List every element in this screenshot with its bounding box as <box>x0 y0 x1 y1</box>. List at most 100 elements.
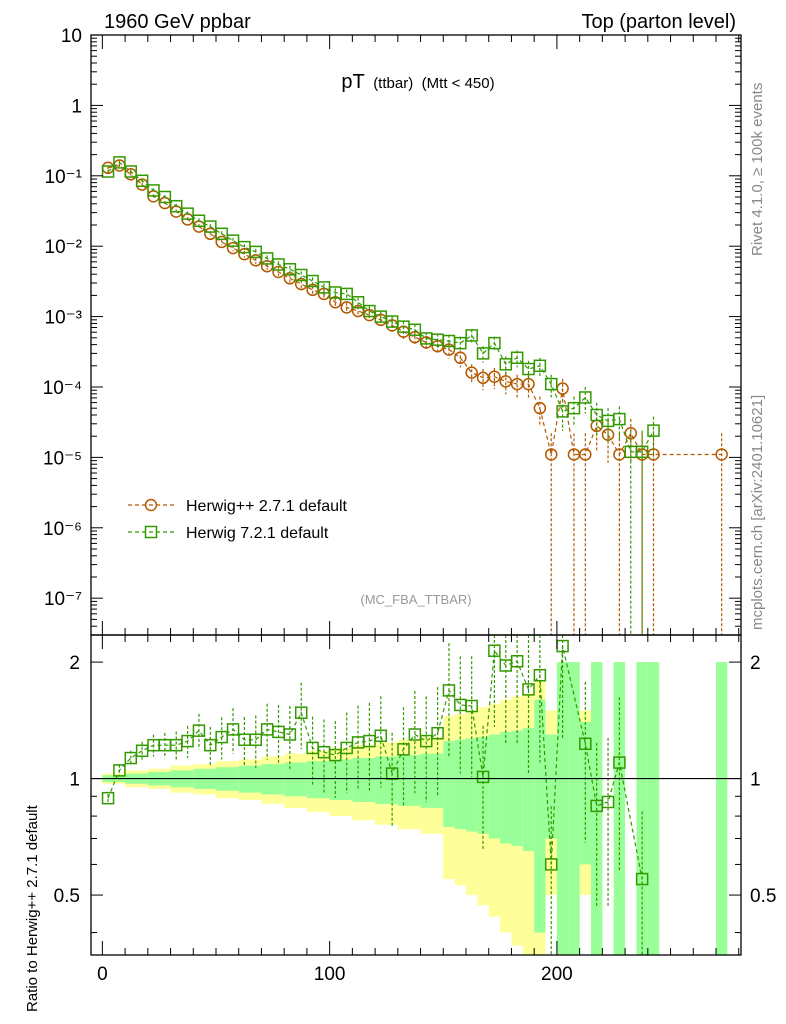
mcplots-label: mcplots.cern.ch [arXiv:2401.10621] <box>749 395 766 630</box>
ratio-point <box>613 756 626 769</box>
y-tick-label: 10⁻⁵ <box>43 448 82 469</box>
header-right: Top (parton level) <box>581 11 736 33</box>
point-herwig7 <box>408 323 422 337</box>
band-green-bin <box>454 739 466 830</box>
y-tick-label: 10⁻² <box>45 237 83 258</box>
point-herwigpp <box>544 448 558 461</box>
ratio-point <box>249 733 263 746</box>
band-green-bin <box>636 662 648 955</box>
ratio-point <box>374 729 388 743</box>
ratio-tick-label-right: 2 <box>750 653 761 674</box>
ratio-point <box>192 724 206 737</box>
x-tick-label: 200 <box>541 964 573 985</box>
point-herwig7 <box>181 207 194 220</box>
band-green-bin <box>284 762 307 797</box>
point-herwigpp <box>488 370 501 383</box>
legend: Herwig++ 2.7.1 default Herwig 7.2.1 defa… <box>128 498 348 542</box>
y-tick-label: 10⁻¹ <box>45 167 83 188</box>
band-green-bin <box>466 738 478 832</box>
ratio-band-layer <box>102 662 728 955</box>
header-left: 1960 GeV ppbar <box>104 11 251 33</box>
band-green-bin <box>397 755 421 806</box>
ratio-series-layer <box>101 635 649 955</box>
series-line-1 <box>107 161 655 453</box>
band-green-bin <box>420 753 444 808</box>
ratio-point <box>635 872 649 886</box>
y-tick-label: 10⁻⁶ <box>43 519 82 540</box>
y-tick-label: 10⁻³ <box>45 308 83 329</box>
ratio-point <box>181 734 194 748</box>
ratio-tick-label-left: 2 <box>69 653 80 674</box>
band-green-bin <box>488 734 501 839</box>
point-herwig7 <box>113 156 126 169</box>
band-green-bin <box>522 728 535 851</box>
y-tick-label: 10⁻⁷ <box>44 589 82 610</box>
point-herwig7 <box>533 359 547 373</box>
ratio-frame <box>90 634 742 956</box>
point-herwig7 <box>249 245 263 259</box>
ratio-tick-label-right: 0.5 <box>750 886 776 907</box>
point-herwig7 <box>101 165 115 178</box>
point-herwig7 <box>488 336 501 350</box>
x-tick-label: 0 <box>97 964 108 985</box>
ratio-ylabel: Ratio to Herwig++ 2.7.1 default <box>24 804 41 1012</box>
x-tick-label: 100 <box>314 964 346 985</box>
band-green-bin <box>329 759 353 801</box>
ratio-point <box>329 748 342 762</box>
band-green-bin <box>375 756 398 804</box>
point-herwigpp <box>579 448 592 461</box>
ratio-point <box>579 737 592 751</box>
point-herwig7 <box>567 401 581 415</box>
point-herwig7 <box>306 274 319 288</box>
band-green-bin <box>716 662 728 955</box>
title-cut: (Mtt < 450) <box>422 75 495 92</box>
ratio-point <box>476 770 490 784</box>
watermark: (MC_FBA_TTBAR) <box>360 592 471 607</box>
ratio-point <box>101 791 115 805</box>
point-herwigpp <box>454 351 467 365</box>
legend-label-herwig7: Herwig 7.2.1 default <box>186 525 329 542</box>
main-series-layer <box>101 156 728 635</box>
ratio-point <box>215 730 228 744</box>
series-line-0 <box>107 164 722 456</box>
point-herwig7 <box>351 295 365 309</box>
legend-entry-herwigpp: Herwig++ 2.7.1 default <box>128 498 348 515</box>
point-herwigpp <box>329 295 342 309</box>
point-herwig7 <box>226 234 240 247</box>
point-herwig7 <box>476 347 490 360</box>
point-herwig7 <box>544 377 558 391</box>
band-green-bin <box>545 734 557 839</box>
ratio-point <box>226 723 240 736</box>
legend-label-herwigpp: Herwig++ 2.7.1 default <box>186 498 348 515</box>
ratio-point <box>113 764 126 777</box>
point-herwig7 <box>465 329 478 342</box>
ratio-point <box>465 699 478 713</box>
band-green-bin <box>500 731 512 844</box>
point-herwig7 <box>215 227 228 241</box>
band-green-bin <box>477 737 489 834</box>
band-green-bin <box>306 761 330 799</box>
point-herwig7 <box>454 336 467 350</box>
axes-layer: 10 1 10⁻¹ 10⁻² 10⁻³ 10⁻⁴ 10⁻⁵ 10⁻⁶ 10⁻⁷ 2 2 1 1 0.5 0.… <box>43 26 777 985</box>
y-tick-label: 1 <box>71 96 82 117</box>
ratio-point <box>522 683 535 696</box>
point-herwigpp <box>465 366 478 379</box>
legend-entry-herwig7: Herwig 7.2.1 default <box>128 525 329 542</box>
band-green-bin <box>647 662 660 955</box>
point-herwigpp <box>499 375 513 388</box>
ratio-point <box>533 668 547 682</box>
ratio-tick-label-left: 0.5 <box>54 886 80 907</box>
band-green-bin <box>568 662 580 955</box>
ratio-point <box>397 743 410 756</box>
point-herwig7 <box>579 391 592 404</box>
point-herwig7 <box>499 358 513 371</box>
ratio-point <box>419 734 433 748</box>
legend-marker-square <box>144 525 158 539</box>
point-herwigpp <box>624 427 638 440</box>
point-herwig7 <box>204 220 217 233</box>
ratio-point <box>294 706 308 719</box>
title-main: pT <box>341 71 364 93</box>
point-herwigpp <box>533 401 547 415</box>
point-herwig7 <box>510 351 524 365</box>
ratio-point <box>204 738 217 752</box>
